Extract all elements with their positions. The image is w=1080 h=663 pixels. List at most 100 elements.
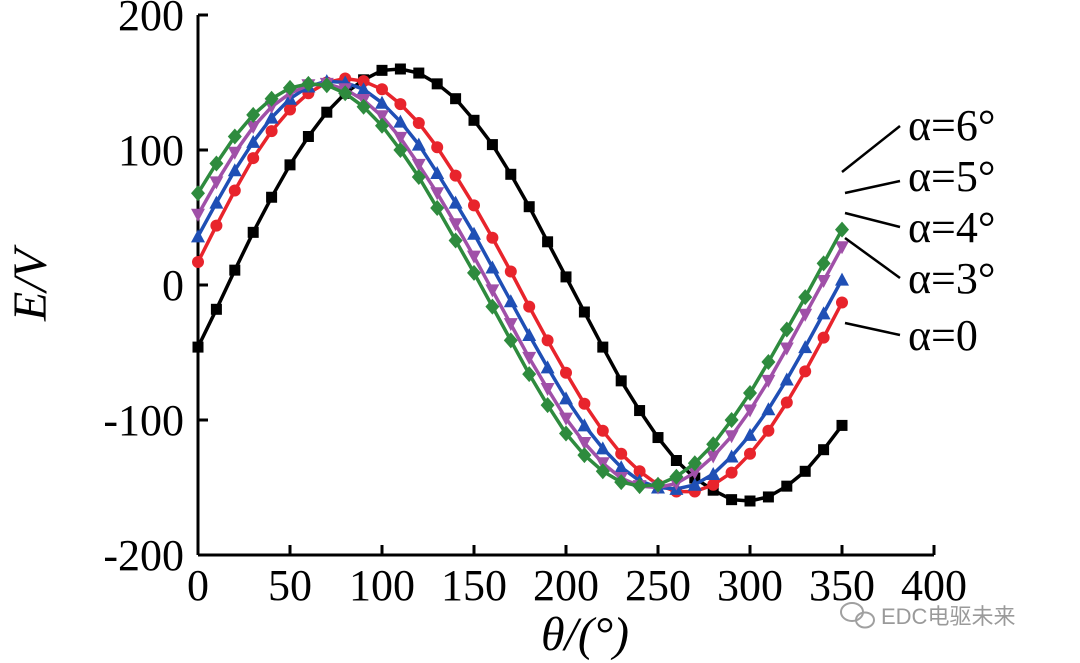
data-point (485, 298, 500, 315)
data-point (264, 110, 279, 124)
x-tick-label: 350 (809, 561, 875, 610)
data-point (614, 460, 629, 474)
data-point (798, 289, 813, 306)
data-point (540, 360, 555, 374)
data-point (319, 77, 334, 94)
data-point (503, 318, 518, 332)
data-point (706, 467, 721, 480)
data-point (227, 163, 242, 177)
data-point (559, 412, 573, 426)
wechat-icon (840, 602, 875, 629)
x-tick-label: 400 (901, 561, 967, 610)
data-point (450, 93, 462, 105)
legend-label-alpha-5: α=5° (908, 152, 995, 201)
data-point (816, 274, 831, 288)
data-point (652, 432, 664, 444)
data-point (560, 271, 572, 283)
data-point (578, 397, 591, 410)
data-point (264, 90, 279, 107)
series-line (196, 76, 844, 494)
x-axis-ticks: 0 50 100 150 200 250 300 350 400 (187, 545, 967, 610)
data-point (687, 477, 702, 491)
data-point (413, 67, 425, 79)
data-point (816, 255, 831, 272)
data-point (706, 436, 721, 453)
data-point (394, 98, 407, 111)
data-point (357, 75, 370, 88)
data-point (505, 168, 517, 180)
data-point (541, 334, 554, 347)
data-point (247, 226, 259, 238)
x-tick-label: 250 (625, 561, 691, 610)
data-point (779, 372, 794, 386)
data-point (523, 300, 536, 313)
data-point (430, 200, 445, 217)
data-point (726, 494, 738, 506)
data-point (210, 303, 222, 315)
data-point (266, 191, 278, 203)
watermark-text: EDC电驱未来 (881, 604, 1015, 629)
data-point (761, 402, 776, 416)
data-point (595, 441, 610, 455)
data-point (394, 63, 406, 75)
data-point (411, 137, 426, 151)
data-point (761, 374, 776, 388)
legend-leader-3 (844, 236, 901, 280)
data-point (744, 447, 756, 460)
data-point (356, 98, 371, 115)
data-point (762, 491, 774, 503)
data-point (578, 306, 590, 318)
data-point (634, 405, 646, 417)
data-point (430, 187, 445, 201)
legend-leader-5 (844, 179, 901, 195)
x-tick-label: 0 (187, 561, 209, 610)
data-point (192, 341, 204, 353)
data-point (210, 219, 223, 232)
data-point (191, 229, 205, 243)
data-point (284, 159, 296, 171)
data-point (540, 397, 555, 414)
data-point (486, 139, 498, 151)
data-point (522, 351, 537, 365)
data-point (687, 455, 702, 472)
legend-label-alpha-6: α=6° (908, 101, 995, 150)
x-tick-label: 100 (349, 561, 415, 610)
x-axis-title: θ/(°) (541, 608, 629, 661)
data-point (835, 272, 849, 286)
data-point (227, 128, 242, 145)
data-point (542, 236, 554, 248)
y-tick-label: -200 (103, 531, 184, 580)
x-tick-label: 150 (441, 561, 507, 610)
data-point (265, 125, 278, 138)
y-axis-title: E/V (4, 244, 57, 322)
data-point (486, 231, 499, 244)
y-axis-ticks: 200 100 0 -100 -200 (103, 0, 208, 580)
data-point (338, 85, 353, 102)
data-point (431, 141, 444, 154)
data-point (577, 418, 592, 432)
data-point (687, 466, 702, 480)
data-point (468, 114, 480, 126)
data-point (431, 78, 443, 90)
data-point (522, 366, 537, 383)
data-point (614, 474, 629, 491)
data-point (706, 450, 721, 464)
data-point (669, 468, 684, 485)
data-point (412, 117, 425, 129)
data-point (449, 169, 462, 182)
data-point (321, 106, 333, 118)
data-point (559, 425, 573, 442)
data-point (818, 444, 830, 456)
legend-leader-6 (841, 125, 901, 173)
plot-axes: 0 50 100 150 200 250 300 350 400 200 100 0 -100 -200 (103, 0, 967, 610)
data-point (448, 195, 463, 209)
series-line (196, 67, 844, 503)
data-point (246, 134, 261, 148)
data-point (191, 208, 205, 222)
y-tick-label: 100 (118, 126, 184, 175)
data-point (467, 264, 481, 281)
x-tick-label: 300 (717, 561, 783, 610)
data-point (779, 321, 794, 338)
data-point (724, 430, 739, 444)
data-point (615, 375, 627, 387)
